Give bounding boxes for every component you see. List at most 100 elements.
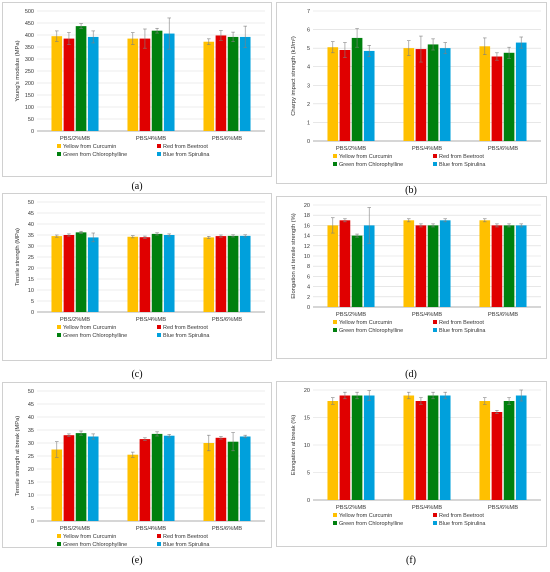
bar: [51, 449, 63, 521]
y-tick-label: 300: [25, 57, 34, 63]
bar: [51, 36, 63, 132]
y-tick-label: 50: [28, 200, 34, 206]
chart-panel-a: 0 50 100 150 200 250 300 350 400 450 500 Young's mo…: [2, 2, 272, 177]
y-tick-label: 10: [304, 254, 310, 260]
caption-b: (b): [405, 185, 417, 196]
x-tick-label: PBS/2%MB: [336, 505, 366, 511]
bar: [479, 220, 491, 307]
bar: [87, 36, 99, 131]
bar: [87, 436, 99, 521]
legend-label: Green from Chlorophylline: [63, 152, 127, 158]
legend-label: Blue from Spirulina: [439, 328, 486, 334]
chart-panel-c: 0 5 10 15 20 25 30 35 40 45 50 Tensile strength (MP…: [2, 193, 272, 361]
caption-f: (f): [406, 555, 416, 566]
bar: [139, 237, 151, 312]
bar: [415, 49, 427, 142]
legend-swatch: [57, 152, 61, 156]
y-tick-label: 0: [307, 305, 310, 311]
y-tick-label: 18: [304, 213, 310, 219]
bar: [339, 50, 351, 141]
y-tick-label: 4: [307, 285, 310, 291]
legend-swatch: [333, 328, 337, 332]
legend-swatch: [157, 152, 161, 156]
y-tick-label: 15: [304, 416, 310, 422]
bar: [339, 395, 351, 500]
bar: [163, 435, 175, 521]
bar: [415, 401, 427, 500]
legend-swatch: [57, 144, 61, 148]
legend-label: Red from Beetroot: [163, 325, 208, 331]
legend-label: Yellow from Curcumin: [63, 144, 116, 150]
y-tick-label: 5: [307, 471, 310, 477]
bar: [227, 441, 239, 521]
y-axis-label: Tensile strength (MPa): [15, 228, 21, 286]
x-tick-label: PBS/6%MB: [212, 317, 242, 323]
chart-panel-e: 0 5 10 15 20 25 30 35 40 45 50 Tensile strength at …: [2, 382, 272, 548]
bar: [351, 37, 363, 141]
bar: [203, 237, 215, 312]
x-tick-label: PBS/6%MB: [488, 146, 518, 152]
bar: [203, 443, 215, 521]
y-tick-label: 15: [28, 480, 34, 486]
legend-label: Green from Chlorophylline: [339, 521, 403, 527]
legend-swatch: [57, 325, 61, 329]
chart-svg: 0 1 2 3 4 5 6 7 Charpy impact strength (kJ/m²) PB…: [291, 9, 541, 168]
legend-label: Yellow from Curcumin: [63, 325, 116, 331]
y-tick-label: 5: [307, 46, 310, 52]
x-tick-label: PBS/4%MB: [412, 505, 442, 511]
chart-svg: 0 5 10 15 20 Elongation at break (%) PBS/2%MB P…: [291, 388, 541, 527]
bar: [415, 225, 427, 307]
legend-label: Green from Chlorophylline: [339, 162, 403, 168]
legend-label: Yellow from Curcumin: [63, 534, 116, 540]
y-tick-label: 100: [25, 105, 34, 111]
bar: [239, 36, 251, 131]
bar: [215, 236, 227, 312]
bar: [403, 395, 415, 500]
bar: [327, 225, 339, 307]
y-tick-label: 50: [28, 389, 34, 395]
chart-svg: 0 50 100 150 200 250 300 350 400 450 500 Young's mo…: [15, 9, 265, 158]
bar: [439, 48, 451, 142]
legend-swatch: [333, 162, 337, 166]
bar: [351, 235, 363, 307]
caption-e: (e): [131, 555, 143, 566]
bar: [439, 395, 451, 500]
bar: [479, 401, 491, 500]
legend-label: Red from Beetroot: [163, 534, 208, 540]
caption-a: (a): [131, 181, 143, 192]
bar: [363, 395, 375, 500]
bar: [427, 225, 439, 307]
x-tick-label: PBS/2%MB: [60, 317, 90, 323]
x-tick-label: PBS/2%MB: [336, 312, 366, 318]
y-tick-label: 0: [31, 129, 34, 135]
bar: [503, 225, 515, 307]
bar: [227, 36, 239, 131]
y-tick-label: 20: [28, 266, 34, 272]
y-tick-label: 30: [28, 441, 34, 447]
y-tick-label: 250: [25, 69, 34, 75]
legend-swatch: [57, 534, 61, 538]
y-tick-label: 10: [28, 288, 34, 294]
y-axis-label: Elongation at break (%): [291, 415, 297, 476]
bar: [51, 236, 63, 312]
x-tick-label: PBS/2%MB: [60, 136, 90, 142]
legend-swatch: [433, 328, 437, 332]
y-tick-label: 7: [307, 9, 310, 15]
chart-panel-d: 0 2 4 6 8 10 12 14 16 18 20 Elongation at tensile s…: [276, 196, 547, 359]
y-tick-label: 45: [28, 402, 34, 408]
y-tick-label: 3: [307, 83, 310, 89]
bar: [151, 233, 163, 312]
bar: [439, 220, 451, 307]
bar: [327, 47, 339, 141]
legend-label: Green from Chlorophylline: [63, 333, 127, 339]
bar: [427, 44, 439, 141]
legend-swatch: [57, 542, 61, 546]
legend-label: Red from Beetroot: [163, 144, 208, 150]
legend-label: Blue from Spirulina: [163, 152, 210, 158]
bar: [127, 38, 139, 131]
y-tick-label: 20: [304, 203, 310, 209]
bar: [151, 433, 163, 521]
bar: [491, 412, 503, 500]
y-tick-label: 5: [31, 299, 34, 305]
y-tick-label: 8: [307, 264, 310, 270]
